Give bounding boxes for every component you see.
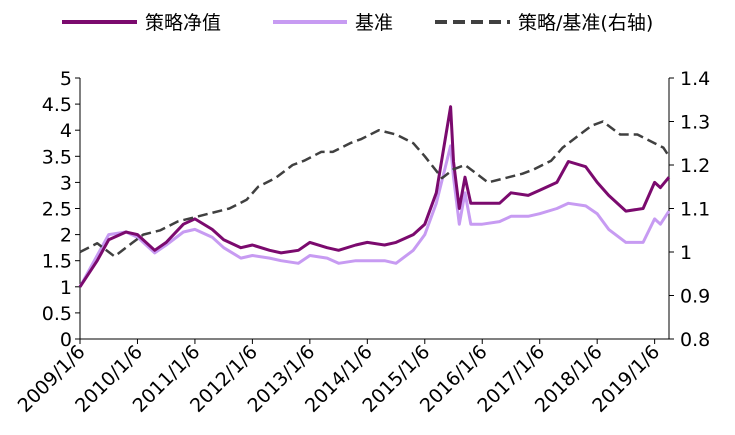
y-right-tick-label: 1 bbox=[680, 242, 692, 264]
y-left-tick-label: 2 bbox=[60, 225, 72, 247]
y-right-tick-label: 1.2 bbox=[680, 155, 710, 177]
y-left-tick-label: 1 bbox=[60, 277, 72, 299]
y-left-tick-label: 4 bbox=[60, 120, 72, 142]
y-left-tick-label: 3 bbox=[60, 172, 72, 194]
plot-area bbox=[78, 105, 671, 288]
legend: 策略净值 基准 策略/基准(右轴) bbox=[62, 12, 653, 34]
series-line-ratio bbox=[79, 120, 671, 258]
y-left-tick-label: 0 bbox=[60, 329, 72, 351]
y-right-tick-label: 1.1 bbox=[680, 199, 710, 221]
y-right-tick-label: 1.3 bbox=[680, 112, 710, 134]
y-left-tick-label: 5 bbox=[60, 68, 72, 90]
legend-label-benchmark: 基准 bbox=[355, 12, 393, 34]
legend-label-ratio: 策略/基准(右轴) bbox=[518, 12, 653, 34]
axes: 0 0.5 1 1.5 2 2.5 3 3.5 4 4.5 5 0.8 0.9 1 1.1 1.2 1.3 1.4… bbox=[14, 68, 711, 417]
y-left-tick-label: 2.5 bbox=[42, 199, 72, 221]
y-right-tick-label: 0.9 bbox=[680, 286, 710, 308]
y-left-tick-label: 1.5 bbox=[42, 251, 72, 273]
y-right-tick-label: 1.4 bbox=[680, 68, 710, 90]
legend-label-strategy: 策略净值 bbox=[145, 12, 221, 34]
y-left-tick-label: 0.5 bbox=[42, 303, 72, 325]
series-line-benchmark bbox=[78, 144, 671, 288]
y-left-tick-label: 4.5 bbox=[42, 94, 72, 116]
series-line-strategy bbox=[78, 105, 671, 288]
y-right-tick-label: 0.8 bbox=[680, 329, 710, 351]
y-left-tick-label: 3.5 bbox=[42, 146, 72, 168]
